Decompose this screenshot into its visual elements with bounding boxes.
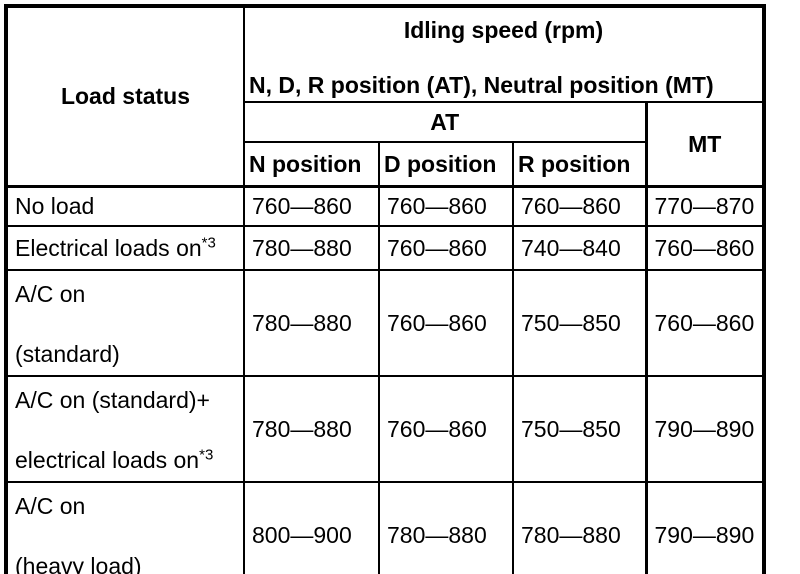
row-label-line2: electrical loads on*3 (15, 446, 242, 474)
table-row-no-load: No load 760—860 760—860 760—860 770—870 (5, 185, 766, 227)
row-label: No load (5, 185, 245, 227)
row-label: Electrical loads on*3 (5, 225, 245, 271)
header-idling-speed-title: Idling speed (rpm) (403, 17, 604, 43)
row-label-text: No load (15, 193, 95, 220)
table-row-electrical-loads: Electrical loads on*3 780—880 760—860 74… (5, 225, 766, 271)
row-label-line1: A/C on (15, 281, 86, 307)
row-label-text: Electrical loads on (15, 235, 202, 261)
header-d-position: D position (378, 141, 514, 188)
footnote-marker: *3 (201, 234, 216, 252)
value-cell: 790—890 (644, 481, 766, 574)
header-gear-position-subtitle: N, D, R position (AT), Neutral position … (249, 72, 714, 98)
value-cell: 800—900 (243, 481, 380, 574)
header-row-positions: N position D position R position (6, 141, 764, 188)
footnote-marker: *3 (199, 446, 214, 464)
row-label: A/C on (standard)+ electrical loads on*3 (5, 375, 245, 483)
header-mt: MT (644, 101, 766, 188)
value-cell: 780—880 (512, 481, 647, 574)
row-label-line2: (heavy load) (15, 553, 142, 574)
value-cell: 760—860 (644, 269, 766, 377)
header-idling-speed: Idling speed (rpm) N, D, R position (AT)… (242, 5, 766, 103)
header-row-title: Load status Idling speed (rpm) N, D, R p… (5, 5, 766, 188)
value-cell: 760—860 (378, 225, 514, 271)
row-label-line2: (standard) (15, 341, 120, 367)
value-cell: 760—860 (644, 225, 766, 271)
row-label: A/C on (standard) (5, 269, 245, 377)
value-cell: 740—840 (512, 225, 647, 271)
header-load-status: Load status (5, 5, 245, 188)
header-at: AT (243, 101, 647, 143)
value-cell: 760—860 (243, 185, 380, 227)
value-cell: 770—870 (644, 185, 766, 227)
row-label: A/C on (heavy load) (5, 481, 245, 574)
row-label-line1: A/C on (standard)+ (15, 387, 210, 413)
value-cell: 750—850 (512, 375, 647, 483)
value-cell: 780—880 (378, 481, 514, 574)
idling-speed-spec-table: Load status Idling speed (rpm) N, D, R p… (4, 4, 767, 574)
header-row-transmission: AT MT (6, 101, 766, 188)
value-cell: 750—850 (512, 269, 647, 377)
table-row-ac-standard: A/C on (standard) 780—880 760—860 750—85… (5, 269, 766, 377)
value-cell: 780—880 (243, 375, 380, 483)
header-n-position: N position (243, 141, 380, 188)
value-cell: 780—880 (243, 269, 380, 377)
header-r-position: R position (512, 141, 647, 188)
value-cell: 780—880 (243, 225, 380, 271)
row-label-line1: A/C on (15, 493, 86, 519)
value-cell: 790—890 (644, 375, 766, 483)
value-cell: 760—860 (378, 269, 514, 377)
value-cell: 760—860 (378, 375, 514, 483)
value-cell: 760—860 (378, 185, 514, 227)
row-label-line2-text: electrical loads on (15, 447, 200, 473)
table-row-ac-heavy-load: A/C on (heavy load) 800—900 780—880 780—… (5, 481, 766, 574)
value-cell: 760—860 (512, 185, 647, 227)
table-row-ac-standard-electrical: A/C on (standard)+ electrical loads on*3… (5, 375, 766, 483)
